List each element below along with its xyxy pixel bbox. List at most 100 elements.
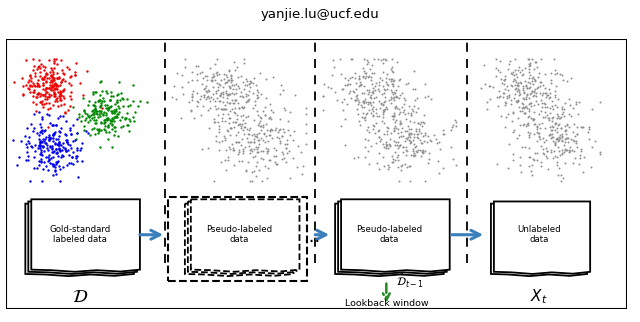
Point — [552, 155, 563, 160]
Point — [99, 118, 109, 123]
Point — [358, 73, 368, 78]
Point — [211, 133, 221, 138]
Point — [55, 147, 65, 152]
Point — [275, 136, 285, 141]
Point — [235, 93, 245, 98]
Point — [385, 144, 395, 149]
Point — [224, 67, 234, 72]
Point — [40, 87, 51, 92]
Point — [259, 163, 269, 168]
Point — [378, 107, 388, 112]
Point — [340, 83, 351, 88]
Point — [524, 101, 534, 107]
Point — [493, 88, 504, 93]
Point — [26, 78, 36, 83]
Point — [63, 80, 74, 86]
Point — [566, 76, 576, 81]
Point — [527, 117, 538, 122]
Point — [340, 143, 350, 148]
Point — [102, 116, 112, 121]
Point — [413, 121, 424, 126]
Point — [45, 160, 56, 166]
Point — [85, 132, 95, 137]
Point — [245, 147, 255, 152]
Point — [245, 151, 255, 156]
Point — [52, 150, 63, 155]
Point — [44, 137, 54, 142]
Point — [44, 113, 54, 118]
Point — [129, 118, 139, 123]
Point — [172, 71, 182, 76]
Point — [56, 92, 66, 97]
Point — [103, 122, 113, 128]
Point — [54, 141, 65, 146]
Point — [232, 83, 243, 89]
Point — [68, 123, 78, 128]
Point — [253, 137, 263, 142]
Point — [408, 138, 419, 143]
Point — [103, 123, 113, 128]
Point — [224, 69, 234, 74]
Point — [206, 95, 216, 100]
Point — [550, 142, 560, 147]
Point — [221, 79, 231, 84]
Point — [502, 95, 513, 100]
Point — [556, 125, 566, 130]
Point — [360, 96, 371, 101]
Point — [120, 116, 131, 121]
Point — [509, 76, 519, 81]
Point — [273, 129, 283, 134]
Point — [520, 145, 530, 150]
Point — [529, 102, 540, 108]
Point — [252, 131, 262, 137]
Point — [550, 121, 561, 126]
Point — [242, 79, 252, 84]
Point — [34, 137, 44, 142]
Point — [353, 111, 364, 116]
Point — [72, 148, 82, 153]
Point — [216, 159, 226, 165]
Point — [485, 83, 495, 88]
Point — [417, 140, 427, 146]
Point — [62, 162, 72, 167]
Point — [552, 112, 562, 117]
Point — [550, 89, 560, 94]
Point — [45, 105, 55, 110]
Point — [275, 117, 285, 122]
Point — [524, 56, 534, 62]
Point — [231, 139, 241, 144]
Point — [52, 150, 62, 156]
Point — [539, 139, 549, 145]
Point — [232, 123, 243, 128]
Point — [47, 163, 58, 168]
Point — [105, 98, 115, 103]
Point — [372, 113, 382, 118]
Point — [209, 98, 220, 103]
Point — [354, 75, 364, 80]
Point — [236, 73, 246, 79]
Point — [374, 113, 384, 118]
Point — [382, 131, 392, 136]
Point — [34, 109, 44, 114]
Point — [401, 152, 411, 157]
Point — [418, 149, 428, 154]
Point — [193, 99, 203, 104]
Point — [584, 137, 594, 142]
Point — [60, 87, 70, 92]
Point — [570, 156, 580, 161]
Point — [385, 137, 395, 142]
Point — [550, 92, 560, 98]
Point — [572, 132, 582, 137]
Point — [413, 148, 424, 153]
Point — [524, 134, 534, 139]
Point — [49, 89, 60, 94]
Point — [28, 129, 38, 134]
Point — [199, 94, 209, 99]
Point — [558, 78, 568, 83]
Point — [572, 131, 582, 136]
Point — [529, 78, 540, 83]
Point — [49, 90, 60, 96]
Point — [367, 63, 377, 68]
Point — [112, 100, 122, 105]
Point — [396, 142, 406, 147]
